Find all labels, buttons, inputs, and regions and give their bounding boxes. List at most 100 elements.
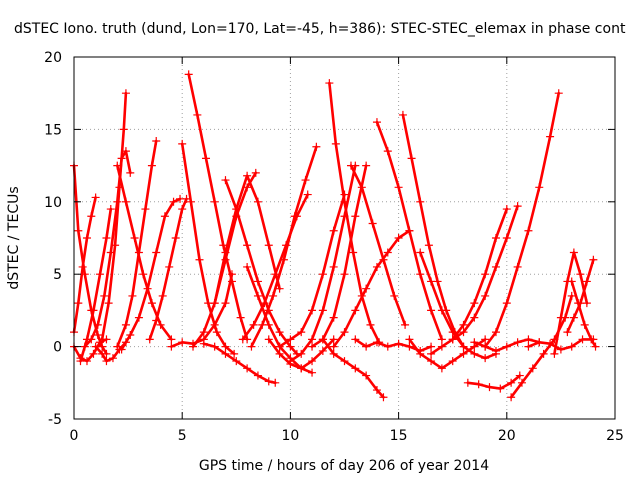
series-18-point xyxy=(238,335,247,344)
series-1 xyxy=(72,196,97,334)
y-tick-label: 15 xyxy=(44,122,62,138)
series-7-point xyxy=(156,320,165,329)
series-11-point xyxy=(221,299,230,308)
series-23-point xyxy=(329,262,338,271)
series-32-point xyxy=(416,349,425,358)
series-18-point xyxy=(303,190,312,199)
series-4-point xyxy=(87,335,96,344)
series-16-point xyxy=(243,171,252,180)
series-28-point xyxy=(379,255,388,264)
series-24 xyxy=(310,164,368,348)
series-23-point xyxy=(297,349,306,358)
series-30-point xyxy=(394,183,403,192)
series-20-point xyxy=(247,342,256,351)
y-tick-label: 20 xyxy=(44,50,62,66)
series-27-point xyxy=(340,328,349,337)
series-27 xyxy=(332,229,411,348)
series-20-point xyxy=(258,320,267,329)
series-0-point xyxy=(74,226,83,235)
series-30-point xyxy=(416,270,425,279)
series-20-point xyxy=(269,291,278,300)
series-17-point xyxy=(221,176,230,185)
y-tick-label: -5 xyxy=(48,412,62,428)
series-40-point xyxy=(524,342,533,351)
series-3 xyxy=(79,207,113,363)
series-13 xyxy=(187,73,249,341)
series-5 xyxy=(100,91,128,341)
series-25-point xyxy=(349,248,358,257)
series-43-point xyxy=(574,299,583,308)
series-0-point xyxy=(93,331,102,340)
series-22 xyxy=(278,193,346,348)
series-33-point xyxy=(448,328,457,337)
y-axis-label: dSTEC / TECUs xyxy=(6,186,22,289)
series-33-point xyxy=(427,277,436,286)
series-43-point xyxy=(587,335,596,344)
series-1-point xyxy=(74,299,83,308)
series-3-point xyxy=(76,357,85,366)
series-36 xyxy=(466,374,522,390)
series-21-point xyxy=(297,364,306,373)
series-8-point xyxy=(128,291,137,300)
series-20-point xyxy=(312,142,321,151)
series-14-point xyxy=(251,168,260,177)
series-26-point xyxy=(351,364,360,373)
series-19-point xyxy=(308,368,317,377)
series-13-point xyxy=(193,110,202,119)
series-20-point xyxy=(301,176,310,185)
series-12-point xyxy=(230,349,239,358)
series-29-point xyxy=(427,342,436,351)
series-31-point xyxy=(398,110,407,119)
series-14-point xyxy=(189,342,198,351)
series-12-point xyxy=(186,197,195,206)
series-16-point xyxy=(210,299,219,308)
series-38-point xyxy=(524,226,533,235)
series-32-point xyxy=(459,349,468,358)
series-28 xyxy=(349,164,407,327)
series-38-point xyxy=(546,132,555,141)
series-34-point xyxy=(470,299,479,308)
series-21-point xyxy=(318,346,327,355)
plot-frame xyxy=(73,56,616,420)
series-38-point xyxy=(535,183,544,192)
series-7-point xyxy=(130,234,139,242)
series-10 xyxy=(148,197,188,341)
series-34-point xyxy=(491,234,500,242)
series-28-point xyxy=(390,291,399,300)
series-38-point xyxy=(513,262,522,271)
series-33-point xyxy=(470,349,479,358)
series-40-point xyxy=(535,338,544,347)
series-14-point xyxy=(199,328,208,337)
series-40-point xyxy=(556,345,565,354)
series-12-point xyxy=(195,255,204,264)
series-8-point xyxy=(134,248,143,257)
ticks xyxy=(73,56,616,420)
series-6-point xyxy=(98,349,107,358)
series-8-point xyxy=(141,205,150,214)
series-28-point xyxy=(357,183,366,192)
x-tick-label: 10 xyxy=(281,428,299,444)
series-7-point xyxy=(139,270,148,279)
series-26-point xyxy=(329,349,338,358)
series-10-point xyxy=(152,316,161,325)
series-35-point xyxy=(502,234,511,242)
series-12-point xyxy=(221,342,230,351)
series-43-point xyxy=(591,342,600,351)
series-39-point xyxy=(517,378,526,387)
x-tick-label: 5 xyxy=(178,428,187,444)
series-5-point xyxy=(98,335,107,344)
series-40-point xyxy=(546,339,555,348)
series-26-point xyxy=(379,393,388,402)
series-22-point xyxy=(329,226,338,235)
series-25-point xyxy=(340,197,349,206)
series-9-point xyxy=(126,331,135,340)
series-11-point xyxy=(167,342,176,351)
series-41-point xyxy=(556,313,565,322)
series-40-point xyxy=(578,335,587,344)
series-34 xyxy=(429,207,509,356)
series-10-point xyxy=(158,291,167,300)
series-23-point xyxy=(286,357,295,366)
series-29-point xyxy=(405,342,414,351)
series-15-point xyxy=(221,349,230,358)
